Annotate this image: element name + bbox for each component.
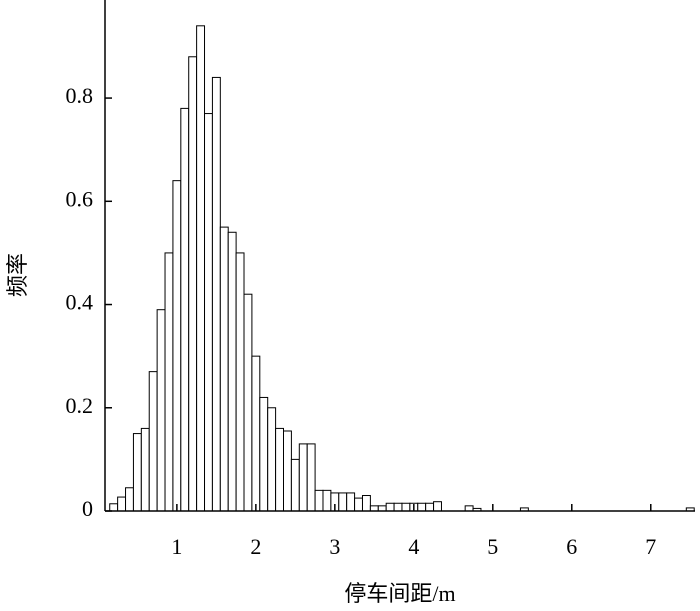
x-axis-title: 停车间距/m [344, 581, 455, 606]
bar [283, 430, 292, 512]
bar [109, 503, 119, 512]
x-tick-label: 4 [408, 534, 419, 559]
bar [393, 502, 403, 512]
bar [369, 505, 379, 512]
bar [172, 180, 182, 512]
bar [117, 496, 127, 512]
bar [425, 502, 435, 512]
bar [125, 487, 134, 512]
bar [433, 501, 442, 512]
bar [346, 492, 356, 512]
bar [132, 433, 142, 512]
bar [361, 495, 371, 512]
bar [251, 355, 261, 512]
y-tick-label: 0.6 [66, 186, 94, 211]
bar [227, 231, 237, 512]
bar [164, 252, 174, 512]
bar [204, 113, 213, 512]
x-tick-label: 1 [171, 534, 182, 559]
x-tick-label: 3 [329, 534, 340, 559]
bar [322, 489, 332, 512]
bar [298, 443, 308, 512]
y-tick-label: 0.8 [66, 83, 94, 108]
bar [385, 502, 395, 512]
bar [267, 407, 277, 512]
bar [306, 443, 316, 512]
x-tick-label: 2 [250, 534, 261, 559]
bar [275, 427, 285, 512]
bar [417, 502, 427, 512]
bar [235, 252, 245, 512]
bar [156, 309, 166, 512]
bar [243, 293, 253, 512]
bar [377, 505, 387, 512]
bar [196, 25, 206, 512]
y-tick-label: 0.2 [66, 393, 94, 418]
y-axis-title: 频率 [5, 253, 30, 297]
bar [140, 427, 150, 512]
bar [464, 505, 474, 512]
bar [180, 107, 190, 512]
x-tick-label: 6 [566, 534, 577, 559]
x-tick-label: 7 [645, 534, 656, 559]
bar [219, 226, 229, 512]
y-tick-label: 0 [82, 496, 93, 521]
bar [401, 502, 411, 512]
bar [211, 76, 221, 512]
bar [290, 458, 300, 512]
x-tick-label: 5 [487, 534, 498, 559]
bar [314, 489, 324, 512]
y-tick-label: 0.4 [66, 290, 94, 315]
bar [188, 56, 198, 512]
bar [354, 497, 363, 512]
bar [338, 492, 348, 512]
bar [259, 396, 269, 512]
bar [148, 371, 158, 512]
